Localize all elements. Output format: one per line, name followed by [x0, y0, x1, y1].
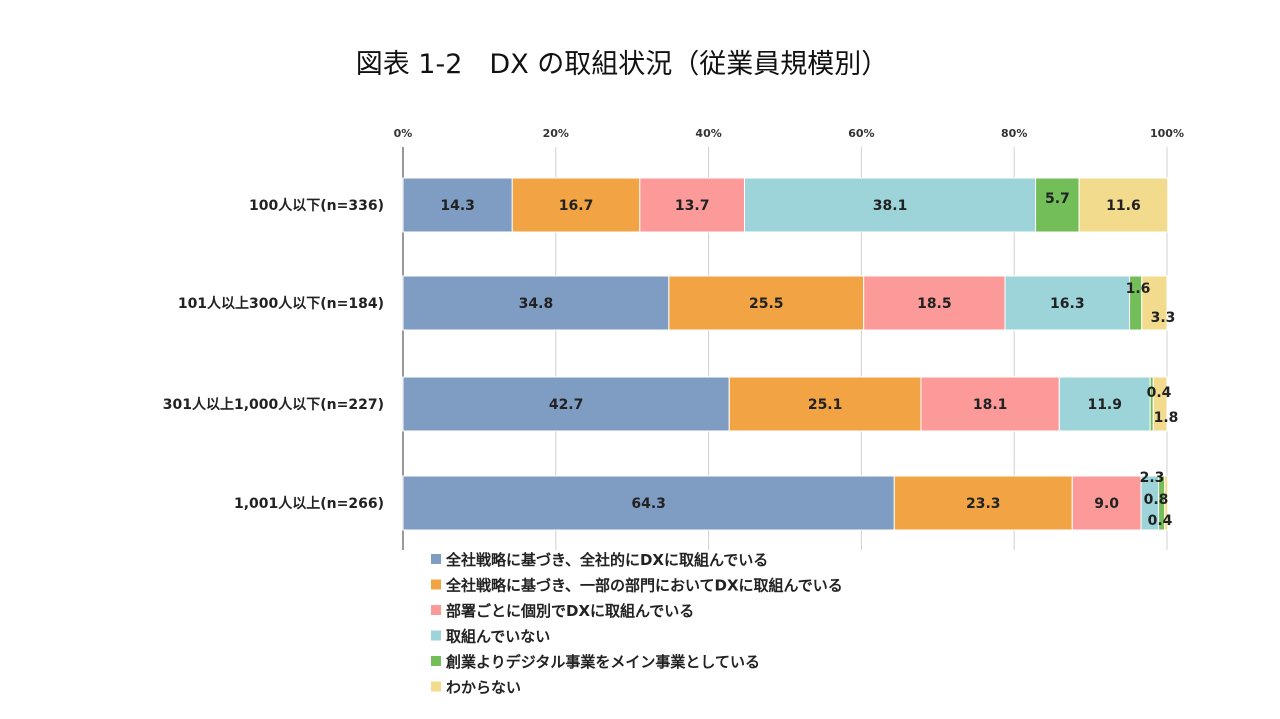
legend-swatch [431, 681, 441, 692]
value-label: 25.5 [749, 296, 784, 312]
legend-swatch [431, 579, 441, 590]
value-label: 34.8 [519, 296, 554, 312]
bar-segment [920, 376, 1060, 432]
category-label: 301人以上1,000人以下(n=227) [163, 396, 384, 413]
value-label: 1.6 [1126, 281, 1151, 297]
value-label: 16.7 [559, 198, 594, 214]
x-tick-label: 60% [848, 127, 874, 140]
value-label: 0.8 [1144, 492, 1169, 508]
bar-segment [1058, 376, 1151, 432]
value-label: 18.1 [973, 397, 1008, 413]
value-label: 13.7 [675, 198, 710, 214]
bar-segment [402, 475, 895, 531]
bar-segment [1035, 177, 1080, 233]
value-labels: 14.3 16.7 13.7 38.1 5.7 11.6 34.8 25.5 18.5 16.3 1… [440, 191, 1178, 529]
value-label: 3.3 [1151, 310, 1176, 326]
bar-segment [668, 275, 865, 331]
x-tick-label: 20% [543, 127, 569, 140]
bar-segment [1164, 475, 1169, 531]
value-label: 1.8 [1154, 410, 1179, 426]
legend-label: 部署ごとに個別でDXに取組んでいる [446, 602, 694, 620]
bar-segment [402, 177, 513, 233]
bar-segment [744, 177, 1037, 233]
value-label: 11.6 [1106, 198, 1141, 214]
category-label: 101人以上300人以下(n=184) [178, 295, 384, 312]
category-labels: 100人以下(n=336) 101人以上300人以下(n=184) 301人以上1,… [163, 197, 384, 512]
bar-segment [728, 376, 922, 432]
legend: 全社戦略に基づき、全社的にDXに取組んでいる全社戦略に基づき、一部の部門において… [431, 551, 843, 697]
value-label: 0.4 [1147, 385, 1172, 401]
x-tick-label: 0% [394, 127, 413, 140]
value-label: 64.3 [631, 496, 666, 512]
legend-label: 全社戦略に基づき、全社的にDXに取組んでいる [445, 551, 768, 569]
category-label: 1,001人以上(n=266) [234, 495, 384, 512]
value-label: 16.3 [1050, 296, 1085, 312]
value-label: 25.1 [808, 397, 843, 413]
value-label: 18.5 [917, 296, 952, 312]
bar-segment [1078, 177, 1169, 233]
x-tick-label: 40% [695, 127, 721, 140]
legend-label: 取組んでいない [446, 628, 550, 646]
bars [402, 177, 1169, 531]
x-axis-ticks: 0% 20% 40% 60% 80% 100% [394, 127, 1184, 140]
bar-segment [1004, 275, 1131, 331]
value-label: 14.3 [440, 198, 475, 214]
chart-title: 図表 1-2 DX の取組状況（従業員規模別） [356, 49, 889, 80]
legend-label: 創業よりデジタル事業をメイン事業としている [445, 653, 760, 671]
legend-swatch [431, 554, 441, 564]
value-label: 9.0 [1094, 496, 1119, 512]
value-label: 0.4 [1148, 513, 1173, 529]
x-tick-label: 80% [1001, 127, 1027, 140]
legend-swatch [431, 656, 441, 666]
bar-segment [863, 275, 1006, 331]
value-label: 2.3 [1140, 470, 1165, 486]
category-label: 100人以下(n=336) [249, 197, 384, 214]
value-label: 38.1 [873, 198, 908, 214]
bar-segment [1071, 475, 1142, 531]
value-label: 5.7 [1045, 191, 1070, 207]
bar-segment [402, 275, 670, 331]
value-label: 42.7 [549, 397, 584, 413]
value-label: 23.3 [966, 496, 1001, 512]
bar-segment [893, 475, 1073, 531]
x-tick-label: 100% [1150, 127, 1184, 140]
legend-swatch [431, 605, 441, 615]
bar-segment [1141, 275, 1168, 331]
legend-label: わからない [446, 679, 521, 697]
value-label: 11.9 [1087, 397, 1122, 413]
bar-segment [1152, 376, 1168, 432]
legend-label: 全社戦略に基づき、一部の部門においてDXに取組んでいる [445, 577, 843, 595]
legend-swatch [431, 630, 441, 641]
